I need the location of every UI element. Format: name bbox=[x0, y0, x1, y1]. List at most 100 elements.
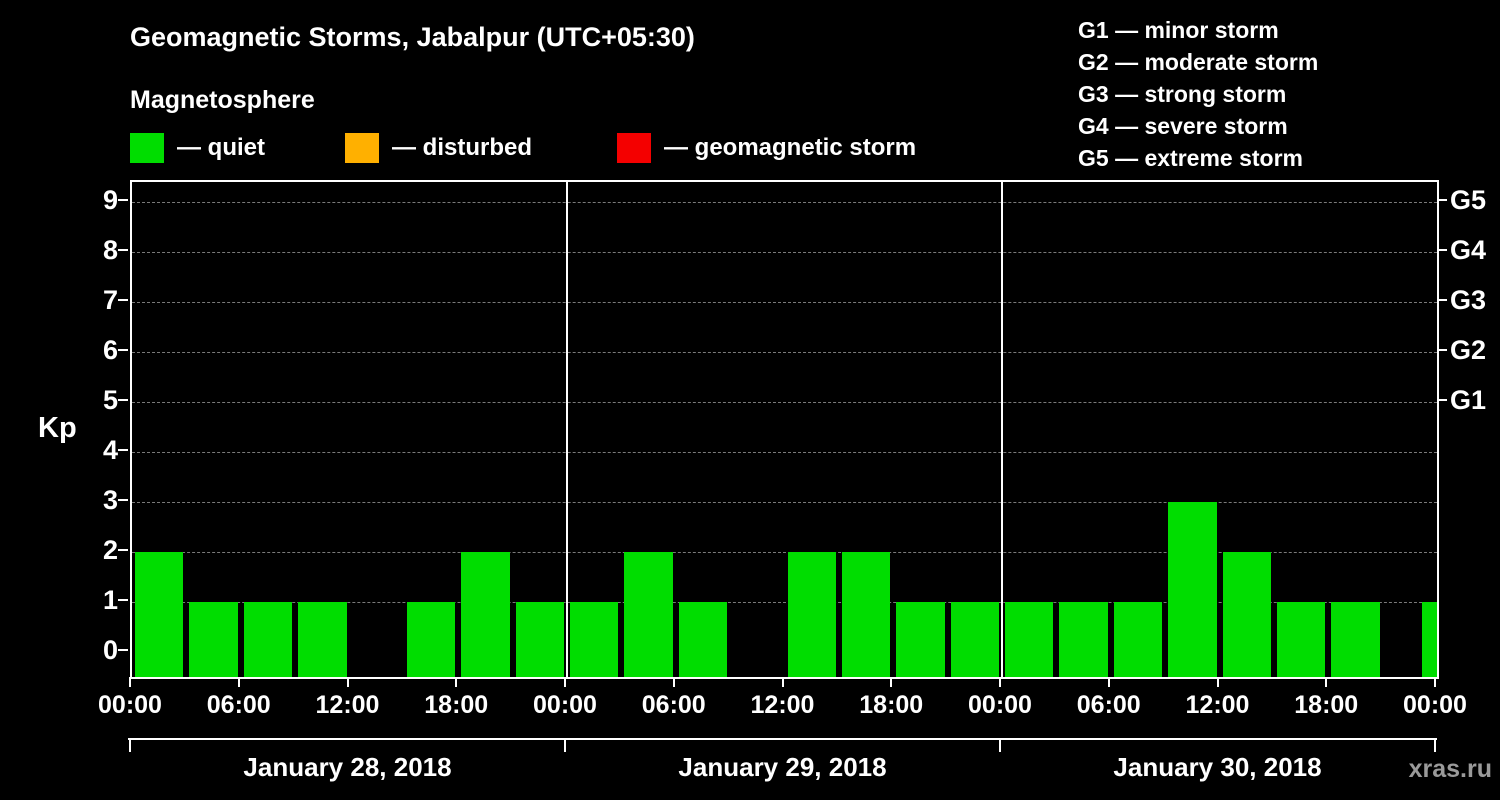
time-tick bbox=[237, 677, 240, 687]
date-label: January 28, 2018 bbox=[243, 752, 452, 782]
time-tick-label: 18:00 bbox=[1294, 691, 1359, 719]
storm-scale-item: G5 — extreme storm bbox=[1078, 145, 1303, 171]
time-tick-label: 00:00 bbox=[968, 691, 1032, 719]
storm-scale-item: G4 — severe storm bbox=[1078, 113, 1288, 139]
y-axis-tick bbox=[118, 649, 128, 651]
y-axis-tick-label: 8 bbox=[102, 235, 118, 265]
g-level-axis-label: G5 bbox=[1450, 185, 1487, 215]
y-axis-tick-label: 9 bbox=[102, 185, 118, 215]
time-tick-label: 12:00 bbox=[750, 691, 815, 719]
time-tick bbox=[1325, 677, 1328, 687]
time-tick bbox=[564, 677, 566, 687]
kp-gridline bbox=[132, 452, 1437, 453]
kp-bar bbox=[298, 602, 347, 677]
y-axis-tick bbox=[118, 499, 128, 501]
y-axis-tick-label: 1 bbox=[102, 585, 118, 615]
kp-gridline bbox=[132, 602, 1437, 603]
kp-bar bbox=[243, 602, 293, 677]
y-axis-tick-label: 3 bbox=[102, 485, 118, 515]
time-tick bbox=[1434, 677, 1436, 687]
y-axis-tick bbox=[118, 399, 128, 401]
kp-gridline bbox=[132, 302, 1437, 303]
time-tick-label: 00:00 bbox=[98, 691, 162, 719]
kp-gridline bbox=[132, 502, 1437, 503]
y-axis-tick-label: 7 bbox=[102, 285, 118, 315]
right-axis-tick bbox=[1437, 299, 1447, 301]
kp-bar bbox=[624, 552, 673, 677]
day-divider-line bbox=[566, 182, 568, 677]
kp-legend-item-quiet: — quiet bbox=[130, 133, 265, 163]
y-axis-tick bbox=[118, 249, 128, 251]
storm-scale-item: G2 — moderate storm bbox=[1078, 49, 1319, 75]
g-level-axis-label: G3 bbox=[1450, 285, 1487, 315]
y-axis-tick-label: 2 bbox=[102, 535, 118, 565]
kp-bar bbox=[189, 602, 238, 677]
kp-bar bbox=[461, 552, 510, 677]
g-level-axis-label: G4 bbox=[1450, 235, 1487, 265]
date-label: January 30, 2018 bbox=[1113, 752, 1322, 782]
y-axis-tick bbox=[118, 599, 128, 601]
date-axis-line bbox=[128, 738, 1437, 740]
y-axis-label: Kp bbox=[38, 412, 77, 444]
right-axis-tick bbox=[1437, 249, 1447, 251]
time-tick bbox=[1216, 677, 1219, 687]
date-axis-tick bbox=[1434, 738, 1436, 752]
y-axis-tick-label: 5 bbox=[102, 385, 118, 415]
storm-scale-legend: G1 — minor storm G2 — moderate storm G3 — … bbox=[1078, 14, 1318, 174]
y-axis-tick bbox=[118, 449, 128, 451]
kp-bar bbox=[406, 602, 456, 677]
y-axis-tick-label: 4 bbox=[102, 435, 118, 465]
kp-bar bbox=[515, 602, 564, 677]
kp-bar bbox=[1113, 602, 1163, 677]
kp-legend-label: — geomagnetic storm bbox=[664, 134, 917, 161]
kp-gridline bbox=[132, 352, 1437, 353]
date-axis-tick bbox=[129, 738, 131, 752]
kp-bar bbox=[678, 602, 728, 677]
time-tick-label: 06:00 bbox=[641, 691, 706, 719]
storm-scale-item: G1 — minor storm bbox=[1078, 17, 1279, 43]
time-tick-label: 12:00 bbox=[1185, 691, 1250, 719]
kp-gridline bbox=[132, 402, 1437, 403]
time-tick-label: 06:00 bbox=[1076, 691, 1141, 719]
y-axis-tick bbox=[118, 349, 128, 351]
date-axis-tick bbox=[564, 738, 566, 752]
time-tick bbox=[1107, 677, 1110, 687]
day-divider-line bbox=[1001, 182, 1003, 677]
kp-gridline bbox=[132, 202, 1437, 203]
kp-legend-label: — quiet bbox=[177, 134, 265, 161]
time-tick-label: 18:00 bbox=[859, 691, 924, 719]
page-title: Geomagnetic Storms, Jabalpur (UTC+05:30) bbox=[130, 22, 695, 52]
geomagnetic-storm-color-swatch bbox=[617, 133, 651, 163]
right-axis-tick bbox=[1437, 399, 1447, 401]
g-level-axis-label: G2 bbox=[1450, 335, 1487, 365]
time-tick-label: 12:00 bbox=[315, 691, 380, 719]
time-tick bbox=[999, 677, 1001, 687]
y-axis-tick bbox=[118, 549, 128, 551]
watermark: xras.ru bbox=[1408, 755, 1492, 783]
kp-bar bbox=[1331, 602, 1380, 677]
kp-bar bbox=[896, 602, 945, 677]
date-label: January 29, 2018 bbox=[678, 752, 887, 782]
kp-legend-item-geomagnetic-storm: — geomagnetic storm bbox=[617, 133, 916, 163]
kp-bar bbox=[135, 552, 184, 677]
kp-bar bbox=[841, 552, 891, 677]
time-tick bbox=[781, 677, 784, 687]
g-level-axis-label: G1 bbox=[1450, 385, 1487, 415]
kp-bar bbox=[787, 552, 836, 677]
time-tick bbox=[890, 677, 893, 687]
storm-scale-item: G3 — strong storm bbox=[1078, 81, 1287, 107]
kp-bar bbox=[1276, 602, 1326, 677]
magnetosphere-label: Magnetosphere bbox=[130, 86, 315, 114]
plot-area bbox=[130, 180, 1439, 679]
kp-bar bbox=[1059, 602, 1108, 677]
kp-bar bbox=[1168, 502, 1217, 677]
time-tick bbox=[672, 677, 675, 687]
date-axis-tick bbox=[999, 738, 1001, 752]
time-tick-label: 18:00 bbox=[424, 691, 489, 719]
kp-bar bbox=[570, 602, 619, 677]
time-tick bbox=[346, 677, 349, 687]
kp-gridline bbox=[132, 552, 1437, 553]
y-axis-tick-label: 6 bbox=[102, 335, 118, 365]
kp-bar bbox=[950, 602, 999, 677]
